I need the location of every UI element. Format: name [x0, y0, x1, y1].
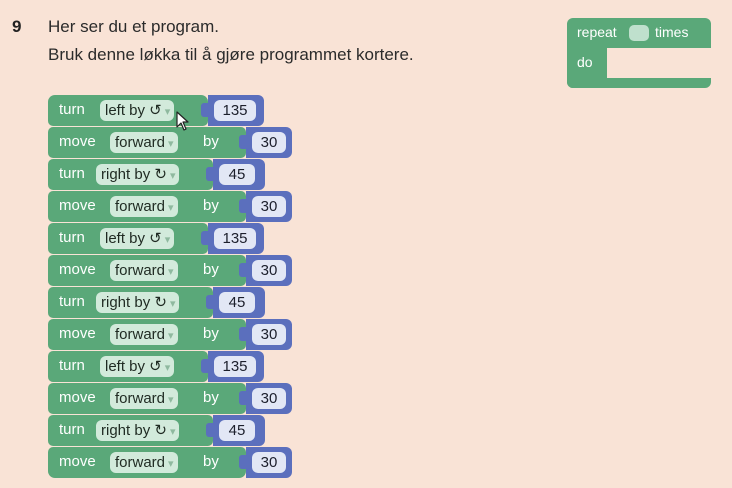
direction-dropdown[interactable]: right by ↻ ▾ [96, 420, 180, 441]
dropdown-label: forward [115, 198, 166, 215]
dropdown-arrow-icon: ▾ [168, 138, 174, 150]
block-keyword: turn [59, 357, 85, 374]
block-keyword: turn [59, 421, 85, 438]
direction-dropdown[interactable]: forward ▾ [110, 452, 178, 473]
block-keyword: turn [59, 293, 85, 310]
times-label: times [655, 24, 689, 40]
by-label: by [203, 261, 219, 278]
dropdown-label: right by ↻ [101, 166, 167, 183]
block-keyword: move [59, 325, 96, 342]
direction-dropdown[interactable]: left by ↺ ▾ [100, 100, 175, 121]
dropdown-arrow-icon: ▾ [164, 234, 171, 246]
by-label: by [203, 197, 219, 214]
value-input[interactable]: 45 [219, 420, 255, 441]
value-input[interactable]: 30 [252, 132, 286, 153]
by-label: by [203, 389, 219, 406]
direction-dropdown[interactable]: forward ▾ [110, 132, 178, 153]
value-input[interactable]: 30 [252, 452, 286, 473]
value-input[interactable]: 135 [214, 356, 256, 377]
by-label: by [203, 453, 219, 470]
direction-dropdown[interactable]: right by ↻ ▾ [96, 292, 180, 313]
dropdown-label: right by ↻ [101, 422, 167, 439]
value-input[interactable]: 30 [252, 324, 286, 345]
mouse-pointer-icon [176, 111, 189, 131]
dropdown-arrow-icon: ▾ [169, 170, 176, 182]
dropdown-arrow-icon: ▾ [169, 298, 176, 310]
dropdown-label: forward [115, 326, 166, 343]
dropdown-label: forward [115, 134, 166, 151]
dropdown-arrow-icon: ▾ [168, 458, 174, 470]
value-input[interactable]: 30 [252, 196, 286, 217]
repeat-count-input[interactable] [629, 25, 649, 41]
repeat-block-bottom [567, 78, 711, 88]
by-label: by [203, 133, 219, 150]
block-keyword: move [59, 389, 96, 406]
value-input[interactable]: 45 [219, 164, 255, 185]
dropdown-label: left by ↺ [105, 102, 162, 119]
question-text-line1: Her ser du et program. [48, 17, 220, 36]
dropdown-arrow-icon: ▾ [168, 202, 174, 214]
repeat-do-slot[interactable] [607, 48, 711, 78]
dropdown-label: forward [115, 390, 166, 407]
repeat-block[interactable]: repeat times do [567, 18, 711, 88]
direction-dropdown[interactable]: right by ↻ ▾ [96, 164, 180, 185]
value-input[interactable]: 45 [219, 292, 255, 313]
block-keyword: move [59, 261, 96, 278]
block-keyword: turn [59, 229, 85, 246]
dropdown-arrow-icon: ▾ [168, 266, 174, 278]
dropdown-arrow-icon: ▾ [168, 330, 174, 342]
do-label: do [577, 54, 593, 70]
block-keyword: turn [59, 165, 85, 182]
dropdown-label: left by ↺ [105, 230, 162, 247]
value-input[interactable]: 135 [214, 100, 256, 121]
dropdown-arrow-icon: ▾ [164, 362, 171, 374]
direction-dropdown[interactable]: left by ↺ ▾ [100, 356, 175, 377]
value-input[interactable]: 135 [214, 228, 256, 249]
direction-dropdown[interactable]: forward ▾ [110, 388, 178, 409]
repeat-label: repeat [577, 24, 617, 40]
block-keyword: turn [59, 101, 85, 118]
dropdown-arrow-icon: ▾ [169, 426, 176, 438]
block-keyword: move [59, 453, 96, 470]
direction-dropdown[interactable]: forward ▾ [110, 324, 178, 345]
dropdown-label: forward [115, 262, 166, 279]
dropdown-arrow-icon: ▾ [168, 394, 174, 406]
value-input[interactable]: 30 [252, 260, 286, 281]
dropdown-arrow-icon: ▾ [164, 106, 171, 118]
dropdown-label: left by ↺ [105, 358, 162, 375]
block-keyword: move [59, 133, 96, 150]
value-input[interactable]: 30 [252, 388, 286, 409]
by-label: by [203, 325, 219, 342]
block-keyword: move [59, 197, 96, 214]
direction-dropdown[interactable]: forward ▾ [110, 196, 178, 217]
direction-dropdown[interactable]: forward ▾ [110, 260, 178, 281]
question-number: 9 [12, 17, 22, 36]
direction-dropdown[interactable]: left by ↺ ▾ [100, 228, 175, 249]
question-text-line2: Bruk denne løkka til å gjøre programmet … [48, 45, 414, 64]
dropdown-label: right by ↻ [101, 294, 167, 311]
dropdown-label: forward [115, 454, 166, 471]
